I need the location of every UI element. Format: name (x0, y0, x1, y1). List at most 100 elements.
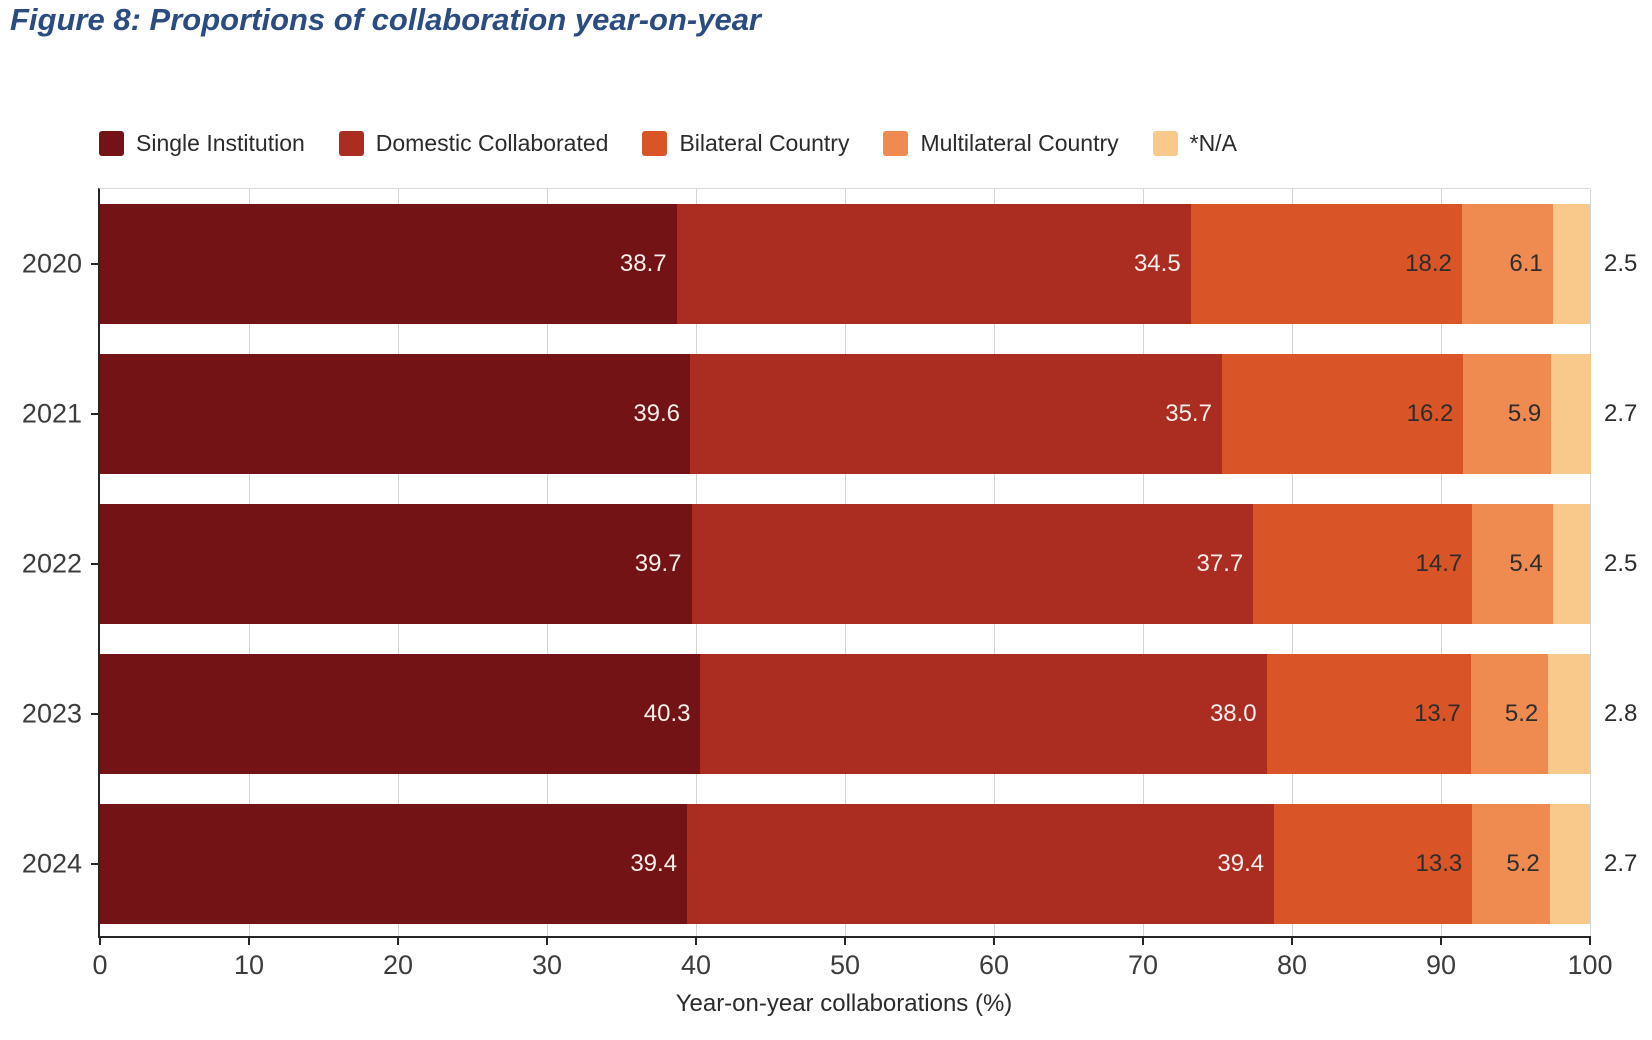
x-tick-mark (695, 936, 697, 945)
bar-segment (1551, 354, 1592, 474)
legend-item: Bilateral Country (642, 130, 849, 157)
y-tick-label: 2024 (21, 848, 82, 879)
legend-label: *N/A (1189, 130, 1237, 156)
x-tick-label: 80 (1276, 950, 1308, 980)
x-tick-label: 0 (92, 950, 108, 980)
bar-segment: 13.3 (1274, 804, 1473, 924)
y-tick-mark (91, 563, 100, 565)
legend-swatch (642, 131, 668, 156)
x-tick-mark (1142, 936, 1144, 945)
bar-segment-label: 38.7 (619, 250, 667, 277)
bar-segment-label: 40.3 (643, 700, 691, 727)
x-tick-label: 40 (680, 950, 712, 980)
bar-segment (1548, 654, 1590, 774)
x-tick-mark (993, 936, 995, 945)
x-tick-label: 70 (1127, 950, 1159, 980)
legend-label: Multilateral Country (920, 130, 1119, 156)
bar-segment: 18.2 (1190, 204, 1462, 324)
bar-segment-label: 5.9 (1507, 400, 1542, 427)
legend-item: Multilateral Country (883, 130, 1119, 157)
bar-row: 39.6 35.7 16.2 5.9 2.7 (100, 354, 1637, 474)
bar-segment-label: 37.7 (1196, 550, 1244, 577)
x-tick-mark (546, 936, 548, 945)
bar-segment: 39.7 (100, 504, 692, 624)
bar-segment-label: 5.2 (1504, 700, 1539, 727)
x-tick-mark (1589, 936, 1591, 945)
bar-segment-label: 18.2 (1405, 250, 1452, 277)
bar-segment-label: 13.3 (1415, 850, 1463, 877)
x-tick-label: 30 (531, 950, 563, 980)
bar-segment-label: 14.7 (1415, 550, 1463, 577)
grid-line (1590, 189, 1591, 936)
bar-segment-label: 2.5 (1604, 250, 1638, 277)
x-tick-mark (99, 936, 101, 945)
bar-segment-label: 6.1 (1509, 250, 1543, 277)
bar-segment-label: 39.6 (633, 400, 681, 427)
bar-segment (1552, 504, 1590, 624)
x-tick-mark (844, 936, 846, 945)
bar-row: 39.7 37.7 14.7 5.4 2.5 (100, 504, 1637, 624)
bar-segment-label: 5.2 (1506, 850, 1540, 877)
bar-segment-label: 13.7 (1414, 700, 1461, 727)
legend-swatch (338, 131, 364, 156)
legend-item: *N/A (1152, 130, 1237, 157)
bar-segment-label: 2.5 (1604, 550, 1638, 577)
bar-segment: 16.2 (1221, 354, 1464, 474)
bar-row: 39.4 39.4 13.3 5.2 2.7 (100, 804, 1637, 924)
bar-segment-label: 2.7 (1604, 400, 1638, 427)
bar-segment: 39.4 (687, 804, 1275, 924)
bar-row: 40.3 38.0 13.7 5.2 2.8 (100, 654, 1637, 774)
bar-segment: 39.6 (100, 354, 691, 474)
bar-segment (1549, 804, 1590, 924)
legend-item: Single Institution (99, 130, 305, 157)
bar-segment-label: 2.8 (1604, 700, 1638, 727)
x-tick-mark (1440, 936, 1442, 945)
bar-segment: 14.7 (1253, 504, 1473, 624)
x-tick-mark (1291, 936, 1293, 945)
x-tick-label: 10 (233, 950, 265, 980)
x-tick-label: 90 (1425, 950, 1457, 980)
legend-item: Domestic Collaborated (338, 130, 609, 157)
bar-segment-label: 5.4 (1509, 550, 1543, 577)
legend-swatch (883, 131, 909, 156)
bar-segment: 5.2 (1470, 654, 1549, 774)
bar-segment: 34.5 (676, 204, 1191, 324)
legend-label: Bilateral Country (679, 130, 850, 156)
bar-segment: 5.2 (1472, 804, 1550, 924)
bar-segment: 38.0 (700, 654, 1267, 774)
x-tick-label: 50 (829, 950, 861, 980)
bar-segment-label: 2.7 (1604, 850, 1638, 877)
legend-label: Single Institution (136, 130, 305, 156)
bar-segment: 40.3 (100, 654, 701, 774)
bar-segment: 5.9 (1463, 354, 1552, 474)
y-tick-label: 2021 (21, 398, 82, 429)
y-tick-mark (91, 413, 100, 415)
x-axis-title: Year-on-year collaborations (%) (675, 990, 1013, 1017)
bar-segment-label: 16.2 (1406, 400, 1454, 427)
x-tick-label: 60 (978, 950, 1010, 980)
y-tick-label: 2022 (21, 548, 82, 579)
legend-label: Domestic Collaborated (375, 130, 609, 156)
bar-segment-label: 38.0 (1209, 700, 1257, 727)
bar-segment-label: 39.7 (634, 550, 682, 577)
legend-swatch (1152, 131, 1178, 156)
y-tick-mark (91, 713, 100, 715)
chart-legend: Single Institution Domestic Collaborated B… (99, 130, 1237, 157)
y-tick-label: 2023 (21, 698, 82, 729)
bar-segment (1552, 204, 1590, 324)
bar-row: 38.7 34.5 18.2 6.1 2.5 (100, 204, 1637, 324)
y-tick-label: 2020 (21, 248, 82, 279)
bar-segment-label: 39.4 (1217, 850, 1265, 877)
x-tick-mark (248, 936, 250, 945)
figure-title: Figure 8: Proportions of collaboration y… (10, 2, 761, 37)
x-tick-label: 100 (1567, 950, 1613, 980)
bar-segment: 35.7 (690, 354, 1222, 474)
bar-segment: 6.1 (1461, 204, 1553, 324)
bar-segment: 39.4 (100, 804, 688, 924)
legend-swatch (99, 131, 124, 156)
bar-segment: 5.4 (1472, 504, 1553, 624)
plot-area: 38.7 34.5 18.2 6.1 2.5 2020 39.6 35.7 16.2 5.9 2.7… (22, 188, 1637, 980)
y-tick-mark (91, 863, 100, 865)
bar-segment-label: 35.7 (1165, 400, 1212, 427)
